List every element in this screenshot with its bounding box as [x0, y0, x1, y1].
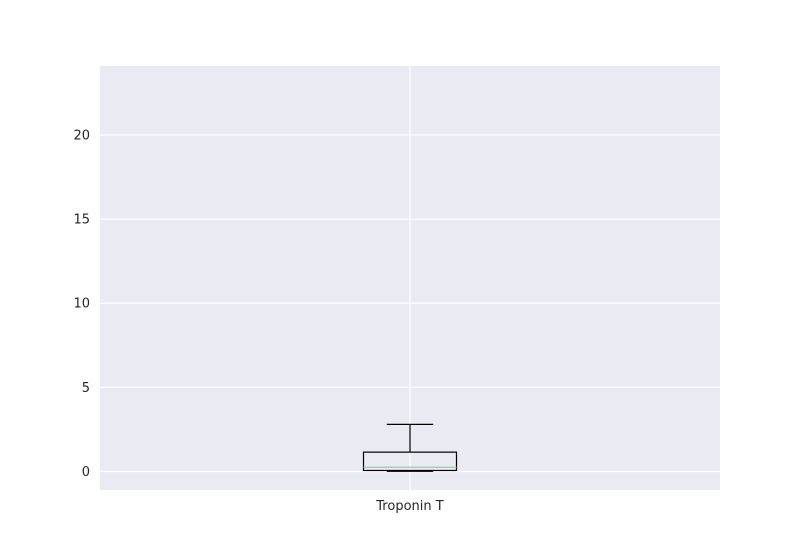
y-tick-label: 20: [73, 128, 90, 143]
x-tick-labels: Troponin T: [375, 499, 443, 514]
x-tick-label: Troponin T: [375, 499, 443, 514]
y-tick-label: 10: [73, 297, 90, 312]
y-tick-label: 15: [73, 213, 90, 228]
y-tick-label: 5: [82, 381, 90, 396]
box-plot-0: [362, 423, 458, 472]
y-tick-label: 0: [82, 465, 90, 480]
grid-lines: [100, 66, 720, 490]
box-layer: [362, 423, 458, 472]
y-tick-labels: 0 5 10 15 20: [73, 128, 90, 480]
iqr-box: [362, 451, 458, 472]
